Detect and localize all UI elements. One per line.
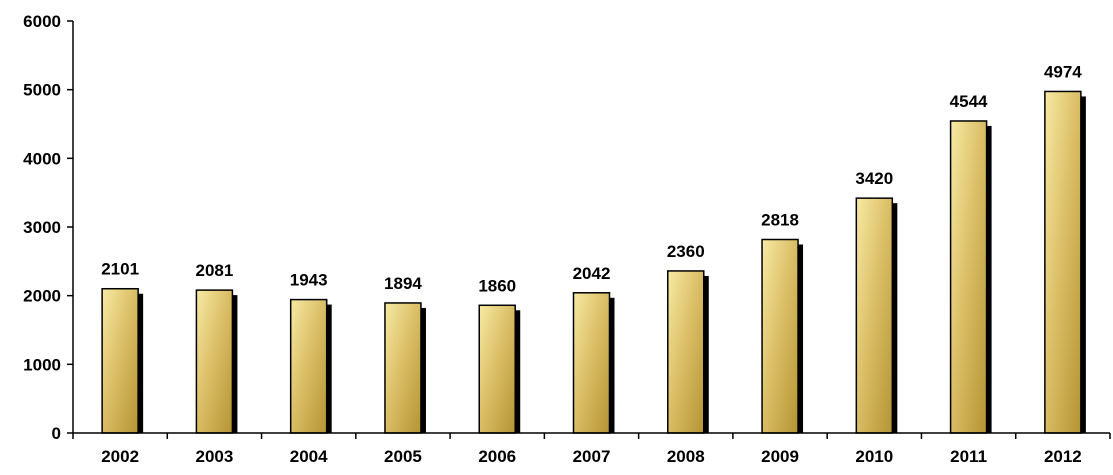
bar-2006 (478, 304, 516, 434)
x-tick-label-2007: 2007 (573, 447, 611, 466)
y-tick-label: 4000 (23, 149, 61, 168)
data-label-2009: 2818 (761, 210, 799, 229)
y-tick-label: 2000 (23, 287, 61, 306)
bar-2002 (101, 287, 139, 434)
data-label-2007: 2042 (573, 264, 611, 283)
bars (101, 90, 1082, 434)
x-tick-label-2003: 2003 (195, 447, 233, 466)
bar-2012 (1044, 90, 1082, 434)
x-tick-label-2012: 2012 (1044, 447, 1082, 466)
bar-2008 (667, 270, 705, 434)
y-tick-label: 0 (52, 424, 61, 443)
x-axis: 2002 2003 2004 2005 2006 2007 2008 2009 2010 2011… (72, 432, 1111, 466)
bar-2005 (384, 302, 422, 434)
x-tick-label-2002: 2002 (101, 447, 139, 466)
bar-2004 (289, 298, 328, 434)
x-tick-label-2011: 2011 (950, 447, 987, 466)
bar-2011 (949, 120, 988, 434)
bar-2009 (761, 238, 799, 434)
x-tick-label-2006: 2006 (478, 447, 516, 466)
data-labels: 2101 2081 1943 1894 1860 2042 2360 2818 3420 4544… (101, 62, 1082, 295)
data-label-2010: 3420 (855, 169, 893, 188)
data-label-2005: 1894 (384, 274, 422, 293)
bar-2007 (572, 292, 611, 434)
x-tick-label-2005: 2005 (384, 447, 422, 466)
data-label-2011: 4544 (950, 92, 988, 111)
x-tick-label-2008: 2008 (667, 447, 705, 466)
y-axis: 0 1000 2000 3000 4000 5000 6000 (23, 12, 74, 443)
y-tick-label: 3000 (23, 218, 61, 237)
data-label-2012: 4974 (1044, 62, 1082, 81)
bar-2003 (195, 289, 234, 434)
y-tick-label: 5000 (23, 81, 61, 100)
data-label-2006: 1860 (478, 276, 516, 295)
x-tick-label-2010: 2010 (855, 447, 893, 466)
x-tick-label-2004: 2004 (290, 447, 328, 466)
data-label-2008: 2360 (667, 242, 705, 261)
bar-2010 (855, 197, 894, 434)
y-tick-label: 1000 (23, 355, 61, 374)
data-label-2003: 2081 (195, 261, 233, 280)
data-label-2004: 1943 (290, 271, 328, 290)
data-label-2002: 2101 (101, 260, 139, 279)
y-tick-label: 6000 (23, 12, 61, 31)
x-tick-label-2009: 2009 (761, 447, 799, 466)
